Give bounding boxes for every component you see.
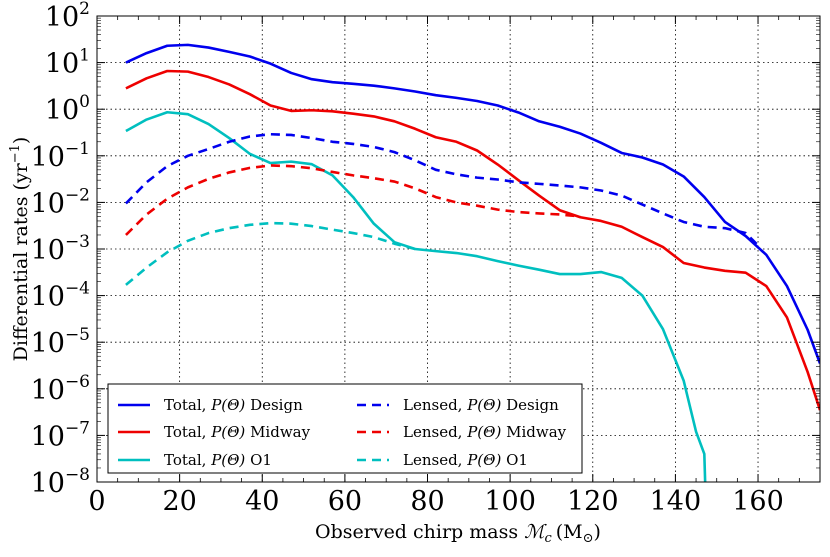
x-axis-unit-sub: ⊙ [583, 531, 594, 546]
x-tick-label: 100 [484, 486, 536, 517]
x-axis-symbol-sub: c [544, 531, 552, 546]
legend: Total, P(Θ) Design Total, P(Θ) Midway Tota… [107, 383, 583, 474]
x-axis-title: Observed chirp mass ℳc (M⊙) [315, 521, 601, 546]
y-tick-label: 10−3 [31, 232, 90, 266]
series-line-1 [125, 69, 820, 411]
x-tick-label: 20 [162, 486, 196, 517]
axis-ticks [96, 15, 820, 483]
x-tick-label: 160 [732, 486, 784, 517]
y-tick-label: 102 [45, 0, 90, 33]
x-axis-unit-open: (M [556, 521, 583, 543]
y-axis-title: Differential rates (yr−1) [8, 137, 32, 362]
y-tick-label: 10−5 [31, 325, 90, 359]
legend-label-1: Total, P(Θ) Midway [164, 423, 311, 441]
series-line-0 [125, 43, 820, 364]
y-tick-label: 10−1 [31, 139, 90, 173]
series-line-4 [125, 164, 581, 236]
y-tick-label: 100 [45, 92, 90, 126]
x-tick-label: 80 [410, 486, 444, 517]
y-tick-label: 10−2 [31, 185, 90, 219]
y-tick-label: 10−8 [31, 465, 90, 499]
legend-label-3: Lensed, P(Θ) Design [403, 396, 559, 414]
x-tick-label: 60 [328, 486, 362, 517]
x-axis-unit-close: ) [594, 521, 601, 543]
y-axis-title-close: ) [10, 137, 32, 144]
y-tick-label: 10−7 [31, 418, 90, 452]
legend-entries: Total, P(Θ) Design Total, P(Θ) Midway Tota… [118, 396, 567, 469]
legend-label-5: Lensed, P(Θ) O1 [403, 451, 528, 469]
y-tick-label: 10−6 [31, 372, 90, 406]
data-series [124, 43, 820, 482]
y-axis-title-sup: −1 [8, 144, 23, 163]
series-line-2 [125, 110, 707, 482]
legend-label-2: Total, P(Θ) O1 [164, 451, 272, 469]
x-tick-label: 140 [650, 486, 702, 517]
y-tick-label: 101 [45, 46, 90, 80]
series-line-5 [125, 221, 416, 286]
series-line-3 [124, 132, 759, 247]
y-tick-label: 10−4 [31, 279, 90, 313]
x-axis-symbol: ℳ [524, 521, 547, 543]
x-tick-label: 120 [567, 486, 619, 517]
axis-tick-labels: 0 20 40 60 80 100 120 140 160 10−8 10−7 10−6 10−5 10−… [31, 0, 784, 517]
legend-box [107, 383, 583, 474]
y-axis-title-text: Differential rates (yr [10, 162, 32, 361]
legend-label-4: Lensed, P(Θ) Midway [403, 423, 567, 441]
legend-label-0: Total, P(Θ) Design [164, 396, 303, 414]
x-axis-title-text: Observed chirp mass [315, 521, 518, 543]
x-tick-label: 40 [245, 486, 279, 517]
x-tick-label: 0 [88, 486, 105, 517]
